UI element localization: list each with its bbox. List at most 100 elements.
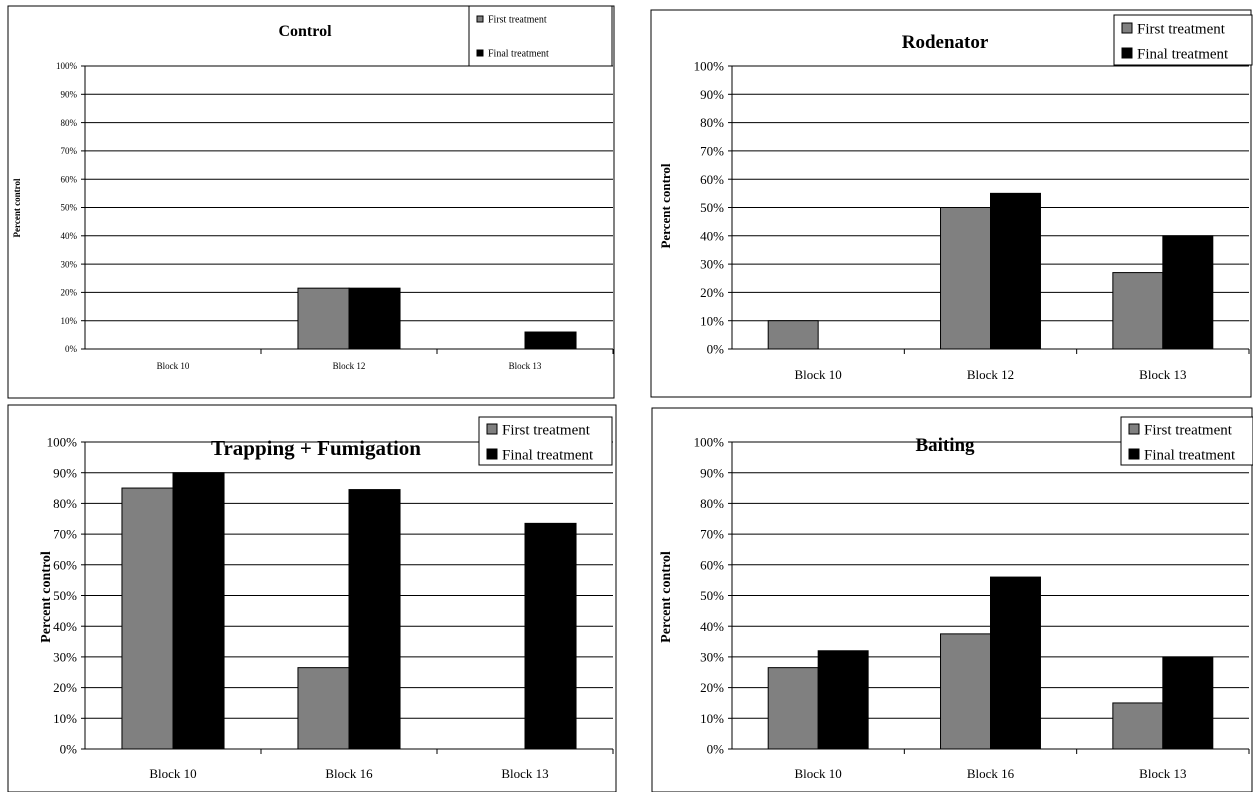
- bar-final-treatment: [1162, 235, 1214, 350]
- x-category-label: Block 10: [795, 766, 842, 781]
- y-tick-label: 90%: [700, 87, 724, 102]
- y-tick-label: 0%: [707, 742, 725, 757]
- y-tick-label: 60%: [53, 557, 77, 572]
- legend-swatch: [1128, 448, 1140, 460]
- y-tick-label: 90%: [53, 465, 77, 480]
- y-tick-label: 100%: [56, 61, 78, 71]
- y-tick-label: 10%: [53, 711, 77, 726]
- bar-final-treatment: [524, 522, 577, 750]
- bar-final-treatment: [1162, 656, 1214, 750]
- legend: First treatment Final treatment: [1113, 14, 1253, 66]
- x-category-label: Block 10: [795, 367, 842, 382]
- y-tick-label: 80%: [61, 118, 78, 128]
- y-tick-label: 0%: [65, 344, 78, 354]
- y-tick-label: 70%: [61, 146, 78, 156]
- x-category-label: Block 12: [333, 361, 366, 371]
- y-tick-label: 100%: [694, 59, 725, 74]
- x-category-label: Block 16: [325, 766, 373, 781]
- y-tick-label: 40%: [53, 619, 77, 634]
- y-tick-label: 0%: [707, 342, 725, 357]
- y-axis-label: Percent control: [659, 551, 674, 643]
- chart-panel: 0% 10% 20% 30% 40% 50% 60% 70% 80% 90% 100% Block 1…: [7, 5, 615, 399]
- bar-first-treatment: [121, 487, 174, 750]
- y-axis-label: Percent control: [658, 163, 673, 248]
- legend-entry-label: Final treatment: [1144, 447, 1236, 463]
- x-category-label: Block 10: [149, 766, 196, 781]
- y-axis-label: Percent control: [39, 551, 54, 643]
- y-tick-label: 50%: [700, 588, 724, 603]
- legend-entry-label: Final treatment: [1137, 46, 1229, 62]
- y-tick-label: 70%: [700, 143, 724, 158]
- bar-first-treatment: [767, 667, 819, 750]
- x-category-label: Block 16: [967, 766, 1015, 781]
- legend: First treatment Final treatment: [1120, 416, 1253, 466]
- y-tick-label: 60%: [700, 172, 724, 187]
- y-tick-label: 40%: [700, 228, 724, 243]
- legend-entry-label: Final treatment: [488, 49, 549, 60]
- y-tick-label: 70%: [700, 527, 724, 542]
- x-category-label: Block 13: [509, 361, 542, 371]
- y-tick-label: 70%: [53, 527, 77, 542]
- chart-title: Trapping + Fumigation: [211, 436, 421, 460]
- y-tick-label: 20%: [61, 288, 78, 298]
- x-category-label: Block 13: [1139, 367, 1186, 382]
- y-tick-label: 30%: [700, 257, 724, 272]
- chart-panel: 0% 10% 20% 30% 40% 50% 60% 70% 80% 90% 100% Block 1…: [651, 407, 1253, 792]
- y-tick-label: 40%: [61, 231, 78, 241]
- y-tick-label: 50%: [53, 588, 77, 603]
- bar-first-treatment: [1112, 272, 1164, 350]
- y-tick-label: 60%: [61, 174, 78, 184]
- y-tick-label: 90%: [700, 465, 724, 480]
- bar-final-treatment: [524, 331, 577, 350]
- legend: First treatment Final treatment: [478, 416, 613, 466]
- y-tick-label: 40%: [700, 619, 724, 634]
- legend-entry-label: First treatment: [1137, 21, 1226, 37]
- y-tick-label: 60%: [700, 557, 724, 572]
- bar-final-treatment: [348, 489, 401, 750]
- legend-swatch: [476, 49, 484, 57]
- bar-final-treatment: [172, 472, 225, 750]
- y-tick-label: 80%: [53, 496, 77, 511]
- legend-swatch: [486, 423, 498, 435]
- y-axis-label: Percent control: [12, 178, 22, 237]
- x-category-label: Block 13: [1139, 766, 1186, 781]
- legend-swatch: [476, 15, 484, 23]
- legend-entry-label: First treatment: [488, 15, 547, 26]
- y-tick-label: 100%: [47, 435, 78, 450]
- bar-final-treatment: [348, 287, 401, 350]
- legend-swatch: [1121, 22, 1133, 34]
- y-tick-label: 50%: [700, 200, 724, 215]
- chart-title: Control: [278, 23, 332, 40]
- legend-entry-label: Final treatment: [502, 447, 594, 463]
- y-tick-label: 80%: [700, 496, 724, 511]
- legend-entry-label: First treatment: [502, 422, 591, 438]
- y-tick-label: 30%: [700, 649, 724, 664]
- legend: First treatment Final treatment: [468, 5, 613, 67]
- y-tick-label: 30%: [53, 649, 77, 664]
- bar-first-treatment: [767, 320, 819, 350]
- bar-first-treatment: [297, 667, 350, 750]
- legend-swatch: [1121, 47, 1133, 59]
- legend-box: [468, 5, 613, 67]
- bar-first-treatment: [940, 207, 991, 350]
- y-tick-label: 10%: [61, 316, 78, 326]
- legend-box: [1113, 14, 1253, 66]
- legend-box: [1120, 416, 1253, 466]
- bar-first-treatment: [297, 287, 350, 350]
- y-tick-label: 100%: [694, 435, 725, 450]
- x-category-label: Block 12: [967, 367, 1014, 382]
- y-tick-label: 90%: [61, 89, 78, 99]
- legend-box: [478, 416, 613, 466]
- chart-panel: 0% 10% 20% 30% 40% 50% 60% 70% 80% 90% 100% Block 1…: [7, 404, 617, 792]
- bar-final-treatment: [990, 576, 1041, 750]
- y-tick-label: 20%: [53, 680, 77, 695]
- y-tick-label: 10%: [700, 313, 724, 328]
- legend-entry-label: First treatment: [1144, 422, 1233, 438]
- bar-final-treatment: [990, 192, 1041, 350]
- y-tick-label: 80%: [700, 115, 724, 130]
- bar-final-treatment: [817, 650, 869, 750]
- y-tick-label: 0%: [60, 742, 78, 757]
- y-tick-label: 50%: [61, 203, 78, 213]
- y-tick-label: 20%: [700, 285, 724, 300]
